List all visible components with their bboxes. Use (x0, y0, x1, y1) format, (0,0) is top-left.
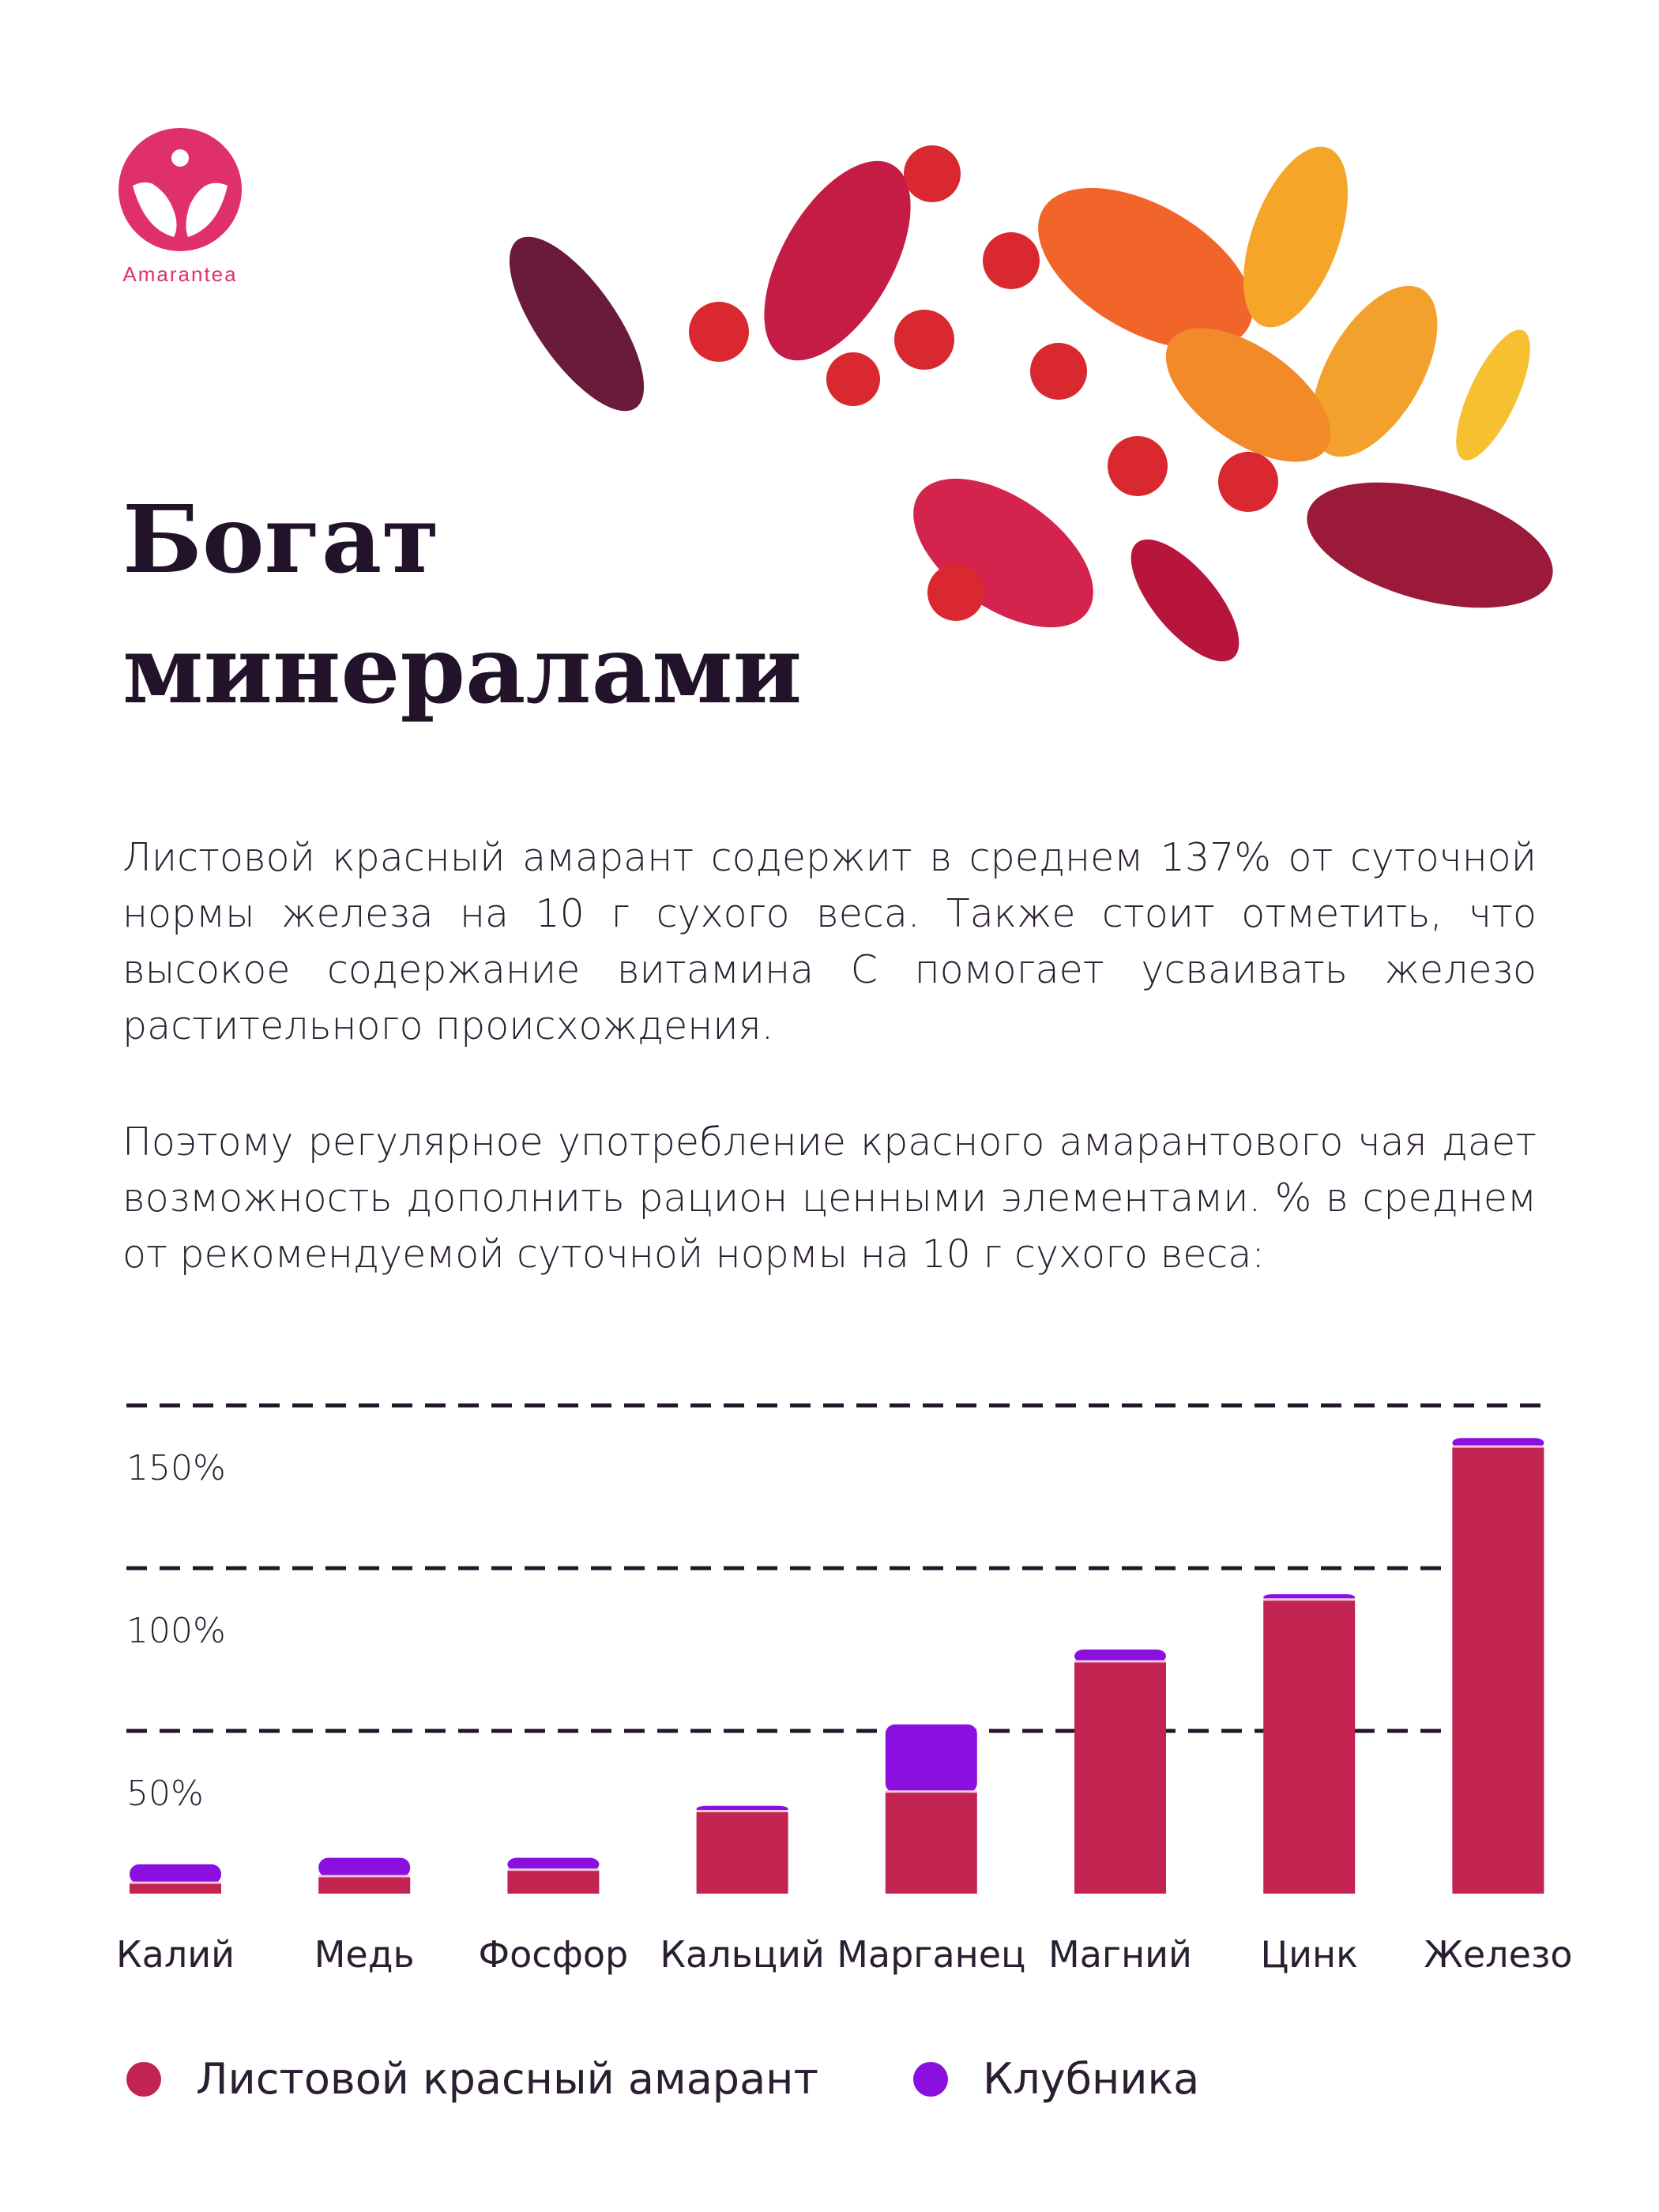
detail-paragraph: Поэтому регулярное употребление красного… (122, 1119, 1537, 1277)
leaf-icon (1311, 285, 1438, 457)
bar-strawberry (1074, 1650, 1166, 1663)
bar-separator (696, 1810, 788, 1812)
bar-strawberry (507, 1857, 600, 1872)
x-tick-label: Марганец (837, 1933, 1025, 1976)
chart-legend: Листовой красный амарант Клубника (126, 2054, 1294, 2104)
page-title: Богат минералами (122, 474, 802, 735)
bar-separator (1074, 1660, 1166, 1663)
intro-paragraph: Листовой красный амарант содержит в сред… (122, 835, 1537, 1048)
title-line-2: минералами (122, 615, 803, 724)
bar-separator (318, 1875, 411, 1878)
amarantea-logo-icon (118, 128, 242, 251)
bar-amaranth (1074, 1662, 1166, 1894)
title-line-1: Богат (122, 484, 440, 594)
legend-item-amaranth: Листовой красный амарант (126, 2054, 818, 2104)
legend-dot-strawberry-icon (912, 2061, 948, 2097)
x-tick-label: Медь (314, 1933, 415, 1976)
bar-separator (130, 1881, 221, 1884)
brand-name: Amarantea (122, 262, 238, 286)
x-tick-label: Цинк (1260, 1933, 1357, 1976)
bar-separator (1452, 1445, 1544, 1448)
x-tick-label: Кальций (660, 1933, 824, 1976)
x-tick-label: Калий (116, 1933, 235, 1976)
brand-logo: Amarantea (117, 126, 243, 287)
legend-label: Клубника (982, 2054, 1200, 2104)
leaf-icon (1165, 328, 1331, 462)
legend-label: Листовой красный амарант (196, 2054, 818, 2104)
leaf-icon (764, 160, 911, 361)
bar-separator (507, 1868, 600, 1872)
bar-separator (1263, 1598, 1356, 1601)
bar-strawberry (318, 1857, 411, 1878)
bar-strawberry (1452, 1438, 1544, 1448)
bar-amaranth (318, 1877, 411, 1894)
legend-item-strawberry: Клубника (912, 2054, 1200, 2104)
bar-separator (885, 1790, 977, 1793)
leaf-icon (509, 236, 645, 412)
leaf-icon (1243, 146, 1348, 328)
bar-amaranth (1263, 1601, 1356, 1894)
bar-amaranth (885, 1793, 977, 1894)
leaf-icon (1130, 539, 1240, 662)
bar-amaranth (507, 1871, 600, 1894)
strawberry-icon (689, 145, 1278, 621)
bar-amaranth (1452, 1447, 1544, 1894)
leaf-icon (1307, 482, 1553, 608)
leaf-icon (913, 478, 1093, 628)
legend-dot-amaranth-icon (126, 2061, 161, 2097)
y-tick-label: 50% (126, 1774, 204, 1814)
bar-amaranth (130, 1883, 221, 1894)
x-tick-label: Магний (1048, 1933, 1192, 1976)
leaf-icon (1456, 329, 1530, 461)
x-tick-label: Железо (1424, 1933, 1572, 1976)
x-tick-label: Фосфор (479, 1933, 629, 1976)
minerals-bar-chart: 50% 100% 150% Калий Медь Фосфор Кальций Маргане… (116, 1403, 1572, 1976)
bar-amaranth (696, 1812, 788, 1894)
leaves-strawberries-illustration (509, 145, 1553, 662)
y-tick-label: 150% (126, 1448, 226, 1488)
leaf-icon (1038, 187, 1253, 350)
bar-strawberry (130, 1864, 221, 1884)
y-tick-label: 100% (126, 1611, 226, 1651)
bar-strawberry (885, 1724, 977, 1793)
